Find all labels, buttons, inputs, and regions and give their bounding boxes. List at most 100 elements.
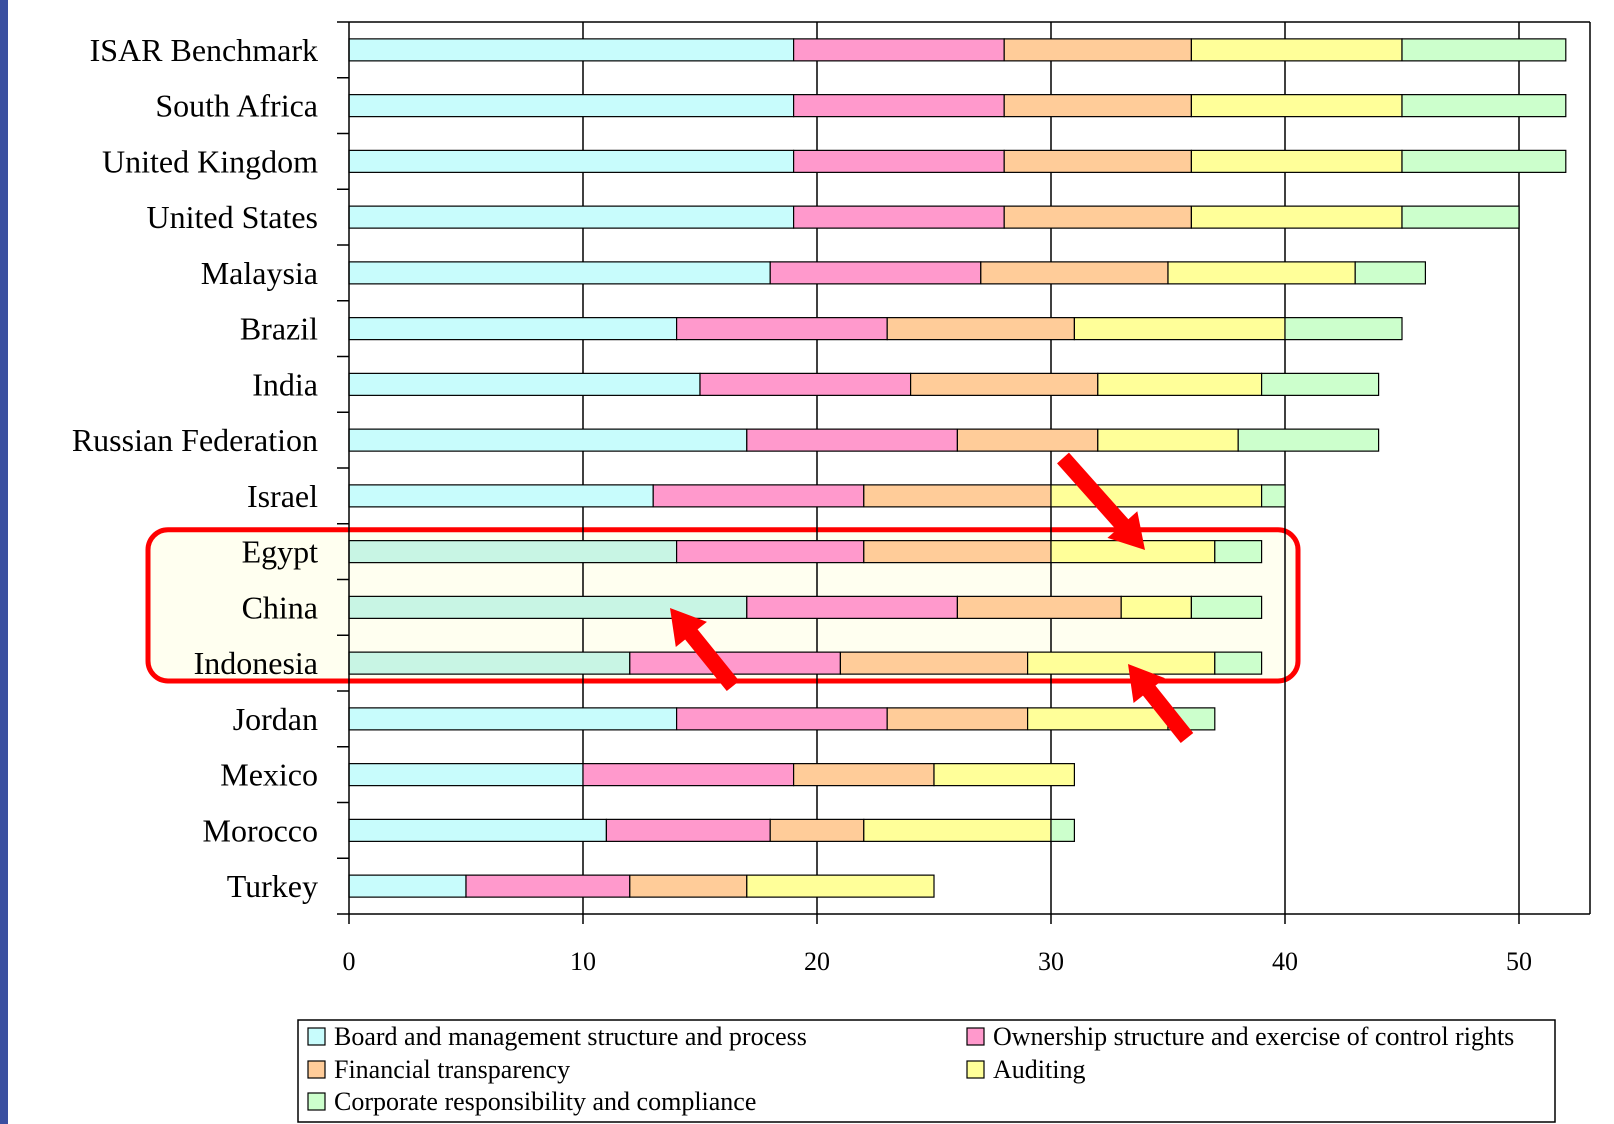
legend-label-financial-transparency: Financial transparency	[334, 1055, 570, 1084]
legend-swatch-ownership-structure-and-exercise-of-control-rights	[966, 1027, 985, 1046]
legend-swatch-board-and-management-structure-and-process	[307, 1027, 326, 1046]
x-tick-label-10: 10	[570, 947, 596, 976]
slide-left-accent-strip	[0, 0, 8, 1124]
arrow-to-indonesia	[1128, 664, 1194, 743]
bar-russian-federation-ownership-structure-and-exercise-of-control-rights	[746, 428, 958, 452]
bar-indonesia-financial-transparency	[839, 651, 1029, 675]
category-label-indonesia: Indonesia	[194, 645, 318, 681]
bar-united-states-corporate-responsibility-and-compliance	[1401, 205, 1520, 229]
bar-malaysia-board-and-management-structure-and-process	[348, 261, 771, 285]
category-label-jordan: Jordan	[233, 701, 318, 737]
bar-malaysia-ownership-structure-and-exercise-of-control-rights	[769, 261, 982, 285]
legend-swatch-financial-transparency	[307, 1060, 326, 1079]
category-label-mexico: Mexico	[220, 757, 318, 793]
bar-isar-benchmark-corporate-responsibility-and-compliance	[1401, 38, 1567, 62]
category-label-china: China	[242, 589, 318, 625]
bar-south-africa-auditing	[1190, 94, 1403, 118]
x-tick-label-0: 0	[343, 947, 356, 976]
bar-morocco-ownership-structure-and-exercise-of-control-rights	[605, 818, 771, 842]
bar-brazil-corporate-responsibility-and-compliance	[1284, 317, 1403, 341]
bar-morocco-financial-transparency	[769, 818, 865, 842]
bar-jordan-auditing	[1026, 707, 1169, 731]
bar-south-africa-board-and-management-structure-and-process	[348, 94, 795, 118]
bar-indonesia-auditing	[1026, 651, 1216, 675]
category-labels: ISAR Benchmark South Africa United Kingdom…	[72, 32, 318, 904]
legend-box	[297, 1019, 1556, 1123]
bar-south-africa-ownership-structure-and-exercise-of-control-rights	[792, 94, 1005, 118]
legend-label-auditing: Auditing	[993, 1055, 1085, 1084]
bar-brazil-financial-transparency	[886, 317, 1076, 341]
x-tick-label-20: 20	[804, 947, 830, 976]
bar-south-africa-financial-transparency	[1003, 94, 1193, 118]
bars	[348, 38, 1567, 898]
annotation-arrows	[670, 452, 1194, 743]
legend-label-board-and-management-structure-and-process: Board and management structure and proce…	[334, 1022, 807, 1051]
bar-indonesia-board-and-management-structure-and-process	[348, 651, 631, 675]
category-label-israel: Israel	[247, 478, 318, 514]
bar-united-kingdom-auditing	[1190, 149, 1403, 173]
bar-turkey-auditing	[746, 874, 935, 898]
bar-egypt-ownership-structure-and-exercise-of-control-rights	[675, 540, 865, 564]
legend-label-corporate-responsibility-and-compliance: Corporate responsibility and compliance	[334, 1087, 756, 1116]
category-label-brazil: Brazil	[240, 311, 318, 347]
legend-swatch-corporate-responsibility-and-compliance	[307, 1092, 326, 1111]
bar-malaysia-corporate-responsibility-and-compliance	[1354, 261, 1426, 285]
bar-israel-financial-transparency	[863, 484, 1052, 508]
bar-china-auditing	[1120, 595, 1192, 619]
bar-united-kingdom-financial-transparency	[1003, 149, 1193, 173]
bar-morocco-auditing	[863, 818, 1052, 842]
category-label-russian-federation: Russian Federation	[72, 422, 318, 458]
category-label-egypt: Egypt	[242, 534, 319, 570]
bar-russian-federation-board-and-management-structure-and-process	[348, 428, 748, 452]
category-label-united-kingdom: United Kingdom	[102, 143, 318, 179]
bar-russian-federation-corporate-responsibility-and-compliance	[1237, 428, 1380, 452]
bar-china-financial-transparency	[956, 595, 1122, 619]
bar-china-ownership-structure-and-exercise-of-control-rights	[746, 595, 958, 619]
bar-united-kingdom-corporate-responsibility-and-compliance	[1401, 149, 1567, 173]
legend-label-ownership-structure-and-exercise-of-control-rights: Ownership structure and exercise of cont…	[993, 1022, 1514, 1051]
bar-israel-corporate-responsibility-and-compliance	[1260, 484, 1286, 508]
bar-turkey-ownership-structure-and-exercise-of-control-rights	[465, 874, 631, 898]
x-tick-label-50: 50	[1506, 947, 1532, 976]
bar-china-corporate-responsibility-and-compliance	[1190, 595, 1263, 619]
bar-mexico-board-and-management-structure-and-process	[348, 763, 584, 787]
bar-brazil-board-and-management-structure-and-process	[348, 317, 678, 341]
axes	[337, 21, 1591, 924]
bar-south-africa-corporate-responsibility-and-compliance	[1401, 94, 1567, 118]
bar-egypt-financial-transparency	[863, 540, 1052, 564]
category-label-malaysia: Malaysia	[201, 255, 318, 291]
x-tick-label-30: 30	[1038, 947, 1064, 976]
bar-mexico-financial-transparency	[792, 763, 935, 787]
bar-russian-federation-auditing	[1097, 428, 1239, 452]
legend: Board and management structure and proce…	[297, 1019, 1556, 1123]
bar-brazil-ownership-structure-and-exercise-of-control-rights	[675, 317, 888, 341]
bar-india-ownership-structure-and-exercise-of-control-rights	[699, 372, 912, 396]
bar-united-states-auditing	[1190, 205, 1403, 229]
bar-isar-benchmark-ownership-structure-and-exercise-of-control-rights	[792, 38, 1005, 62]
bar-turkey-financial-transparency	[629, 874, 748, 898]
bar-india-auditing	[1097, 372, 1263, 396]
bar-jordan-ownership-structure-and-exercise-of-control-rights	[675, 707, 888, 731]
x-tick-labels: 0 10 20 30 40 50	[343, 947, 1533, 976]
bar-isar-benchmark-board-and-management-structure-and-process	[348, 38, 795, 62]
bar-egypt-corporate-responsibility-and-compliance	[1214, 540, 1263, 564]
bar-turkey-board-and-management-structure-and-process	[348, 874, 467, 898]
bar-malaysia-financial-transparency	[980, 261, 1169, 285]
bar-united-kingdom-board-and-management-structure-and-process	[348, 149, 795, 173]
category-label-india: India	[252, 366, 318, 402]
bar-russian-federation-financial-transparency	[956, 428, 1099, 452]
bar-morocco-corporate-responsibility-and-compliance	[1050, 818, 1075, 842]
bar-india-financial-transparency	[909, 372, 1099, 396]
category-label-south-africa: South Africa	[155, 88, 318, 124]
bar-egypt-board-and-management-structure-and-process	[348, 540, 678, 564]
bar-israel-board-and-management-structure-and-process	[348, 484, 654, 508]
bar-israel-ownership-structure-and-exercise-of-control-rights	[652, 484, 865, 508]
arrow-to-egypt	[1057, 452, 1145, 550]
x-tick-label-40: 40	[1272, 947, 1298, 976]
bar-isar-benchmark-financial-transparency	[1003, 38, 1193, 62]
bar-united-states-board-and-management-structure-and-process	[348, 205, 795, 229]
bar-indonesia-ownership-structure-and-exercise-of-control-rights	[629, 651, 841, 675]
bar-malaysia-auditing	[1167, 261, 1356, 285]
